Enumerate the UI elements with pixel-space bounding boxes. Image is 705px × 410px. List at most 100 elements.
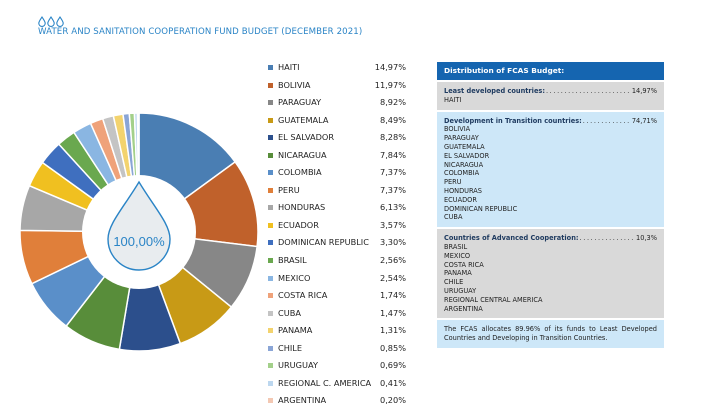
legend-item: MEXICO 2,54% xyxy=(268,270,416,288)
legend-label: URUGUAY xyxy=(278,360,318,371)
legend-value: 0,69% xyxy=(379,360,406,371)
legend-swatch xyxy=(268,117,273,123)
legend-value: 7,84% xyxy=(379,149,406,160)
legend-swatch xyxy=(268,275,273,281)
legend-label: HONDURAS xyxy=(278,202,326,213)
legend-item: NICARAGUA 7,84% xyxy=(268,147,416,165)
legend-item: COLOMBIA 7,37% xyxy=(268,164,416,182)
legend-item: EL SALVADOR 8,28% xyxy=(268,129,416,147)
water-drop-icon xyxy=(47,16,55,27)
legend-label: COLOMBIA xyxy=(278,167,322,178)
legend-item: GUATEMALA 8,49% xyxy=(268,112,416,130)
country-item: EL SALVADOR xyxy=(444,151,490,160)
legend-swatch xyxy=(268,100,273,106)
legend-value: 0,41% xyxy=(379,377,406,388)
legend-swatch xyxy=(268,310,273,316)
header-drops xyxy=(38,12,64,31)
legend-swatch xyxy=(268,345,273,351)
legend-swatch xyxy=(268,240,273,246)
legend-value: 0,20% xyxy=(379,395,406,406)
legend-item: PERU 7,37% xyxy=(268,182,416,200)
dot-leader: ........................................… xyxy=(545,87,631,95)
legend-value: 3,30% xyxy=(379,237,406,248)
legend-value: 1,47% xyxy=(379,307,406,318)
legend-value: 0,85% xyxy=(379,342,406,353)
country-item: COLOMBIA xyxy=(444,169,480,178)
section-title: Countries of Advanced Cooperation: xyxy=(444,234,579,243)
legend-value: 8,28% xyxy=(379,132,406,143)
legend-item: ARGENTINA 0,20% xyxy=(268,392,416,410)
legend-label: PERU xyxy=(278,184,300,195)
country-item: REGIONAL CENTRAL AMERICA xyxy=(444,295,543,304)
country-item: BOLIVIA xyxy=(444,125,471,134)
legend-label: CUBA xyxy=(278,307,301,318)
legend-swatch xyxy=(268,152,273,158)
legend-label: ARGENTINA xyxy=(278,395,327,406)
legend-swatch xyxy=(268,293,273,299)
legend-label: CHILE xyxy=(278,342,303,353)
legend-swatch xyxy=(268,258,273,264)
legend-value: 14,97% xyxy=(374,62,406,72)
legend-value: 2,56% xyxy=(379,255,406,266)
legend-swatch xyxy=(268,135,273,141)
legend-item: ECUADOR 3,57% xyxy=(268,217,416,235)
legend-item: BOLIVIA 11,97% xyxy=(268,77,416,95)
country-item: HONDURAS xyxy=(444,186,482,195)
legend-value: 8,49% xyxy=(379,114,406,125)
country-item: URUGUAY xyxy=(444,286,477,295)
section-title: Least developed countries: xyxy=(444,87,545,95)
legend-item: CHILE 0,85% xyxy=(268,340,416,358)
country-item: PARAGUAY xyxy=(444,134,479,143)
country-item: GUATEMALA xyxy=(444,142,485,151)
country-item: CUBA xyxy=(444,213,463,222)
country-item: HAITI xyxy=(444,95,462,104)
legend-label: PANAMA xyxy=(278,325,313,336)
legend-item: PANAMA 1,31% xyxy=(268,322,416,340)
legend-label: NICARAGUA xyxy=(278,149,327,160)
country-item: CHILE xyxy=(444,278,464,287)
legend-swatch xyxy=(268,65,273,70)
advanced-cooperation-section: Countries of Advanced Cooperation: .....… xyxy=(437,229,664,319)
legend-label: MEXICO xyxy=(278,272,311,283)
section-percent: 14,97% xyxy=(631,87,657,95)
panel-header: Distribution of FCAS Budget: xyxy=(437,62,664,80)
legend-value: 2,54% xyxy=(379,272,406,283)
legend-item: REGIONAL C. AMERICA 0,41% xyxy=(268,375,416,393)
legend-label: HAITI xyxy=(278,62,300,72)
legend-value: 6,13% xyxy=(379,202,406,213)
country-item: BRASIL xyxy=(444,242,468,251)
center-total-label: 100,00% xyxy=(113,234,165,249)
country-item: DOMINICAN REPUBLIC xyxy=(444,204,518,213)
country-item: NICARAGUA xyxy=(444,160,484,169)
center-water-drop-icon xyxy=(107,180,171,271)
section-percent: 10,3% xyxy=(636,234,657,243)
country-item: MEXICO xyxy=(444,251,471,260)
chart-legend: HAITI 14,97% BOLIVIA 11,97% PARAGUAY 8,92% GUA… xyxy=(268,59,416,410)
legend-value: 1,74% xyxy=(379,290,406,301)
legend-swatch xyxy=(268,205,273,211)
legend-item: CUBA 1,47% xyxy=(268,305,416,323)
legend-label: BRASIL xyxy=(278,255,307,266)
legend-swatch xyxy=(268,170,273,176)
legend-item: PARAGUAY 8,92% xyxy=(268,94,416,112)
legend-swatch xyxy=(268,187,273,193)
water-drop-icon xyxy=(56,16,64,27)
country-item: ECUADOR xyxy=(444,195,477,204)
legend-item: COSTA RICA 1,74% xyxy=(268,287,416,305)
legend-item: HAITI 14,97% xyxy=(268,59,416,77)
least-developed-section: Least developed countries: .............… xyxy=(437,82,664,110)
country-item: PANAMA xyxy=(444,269,472,278)
legend-swatch xyxy=(268,398,273,404)
legend-value: 8,92% xyxy=(379,97,406,108)
legend-swatch xyxy=(268,222,273,228)
legend-item: BRASIL 2,56% xyxy=(268,252,416,270)
legend-value: 11,97% xyxy=(374,79,406,90)
budget-distribution-panel: Distribution of FCAS Budget: Least devel… xyxy=(437,62,664,348)
legend-value: 7,37% xyxy=(379,167,406,178)
legend-label: EL SALVADOR xyxy=(278,132,335,143)
legend-item: HONDURAS 6,13% xyxy=(268,199,416,217)
dot-leader: ........................................… xyxy=(579,234,636,243)
legend-label: PARAGUAY xyxy=(278,97,322,108)
section-title: Development in Transition countries: xyxy=(444,116,582,125)
legend-swatch xyxy=(268,82,273,88)
